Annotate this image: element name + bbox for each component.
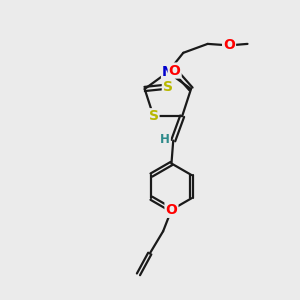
Text: O: O	[169, 64, 181, 77]
Text: O: O	[223, 38, 235, 52]
Text: N: N	[162, 65, 174, 79]
Text: S: S	[148, 109, 158, 123]
Text: S: S	[163, 80, 173, 94]
Text: H: H	[160, 133, 170, 146]
Text: O: O	[166, 203, 177, 217]
